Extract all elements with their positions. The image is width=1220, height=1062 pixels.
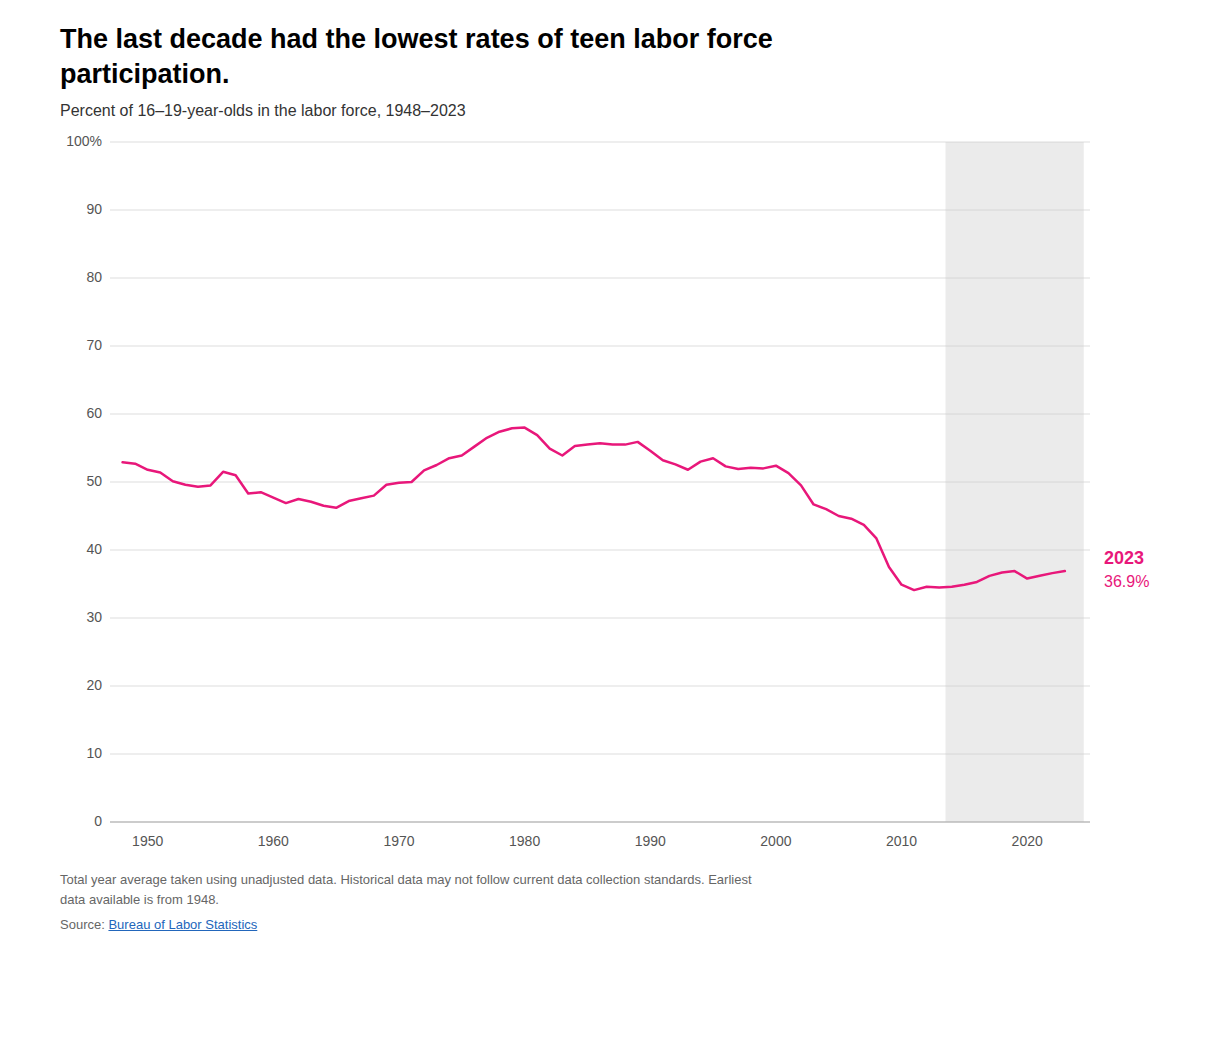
x-tick-label: 1980	[509, 833, 540, 849]
y-grid: 0 10 20 30 40 50 60 70 80 90 100%	[66, 133, 1090, 829]
grid-line	[946, 414, 1084, 415]
y-tick-label: 100%	[66, 133, 102, 149]
chart: 0102030405060708090100%19501960197019801…	[60, 126, 1180, 866]
x-tick-label: 2000	[760, 833, 791, 849]
data-line	[123, 428, 1065, 591]
grid-line	[110, 482, 1090, 483]
x-tick-label: 1970	[383, 833, 414, 849]
grid-line	[946, 346, 1084, 347]
grid-line	[946, 142, 1084, 143]
y-tick-label: 50	[86, 473, 102, 489]
source-link: Bureau of Labor Statistics	[108, 917, 257, 932]
grid-line	[110, 618, 1090, 619]
x-tick-label: 2020	[1012, 833, 1043, 849]
subtitle: Percent of 16–19-year-olds in the labor …	[60, 102, 1180, 120]
title: The last decade had the lowest rates of …	[60, 22, 920, 92]
grid-line	[110, 754, 1090, 755]
grid-line	[946, 754, 1084, 755]
y-tick-label: 80	[86, 269, 102, 285]
source-line: Source: Bureau of Labor Statistics	[60, 917, 1180, 932]
annotations: 2023 36.9%	[1104, 548, 1149, 590]
grid-line	[946, 482, 1084, 483]
x-axis: 1950 1960 1970 1980 1990 2000 2010 2020	[132, 833, 1043, 849]
grid-line	[110, 278, 1090, 279]
y-tick-label: 60	[86, 405, 102, 421]
y-tick-label: 40	[86, 541, 102, 557]
grid-line	[946, 686, 1084, 687]
x-axis-line	[110, 822, 1090, 823]
x-tick-label: 1990	[635, 833, 666, 849]
x-tick-label: 2010	[886, 833, 917, 849]
grid-line	[110, 822, 1090, 823]
y-tick-label: 70	[86, 337, 102, 353]
grid-line	[946, 550, 1084, 551]
y-tick-label: 20	[86, 677, 102, 693]
note: Total year average taken using unadjuste…	[60, 870, 1140, 909]
grid-line	[110, 550, 1090, 551]
y-tick-label: 90	[86, 201, 102, 217]
y-tick-label: 0	[94, 813, 102, 829]
y-tick-label: 30	[86, 609, 102, 625]
grid-line	[946, 210, 1084, 211]
x-tick-label: 1950	[132, 833, 163, 849]
x-tick-label: 1960	[258, 833, 289, 849]
grid-line	[110, 414, 1090, 415]
grid-line	[946, 278, 1084, 279]
annotation: 2023	[1104, 548, 1144, 568]
grid-line	[946, 618, 1084, 619]
highlight-band	[946, 142, 1084, 822]
grid-line	[110, 686, 1090, 687]
y-tick-label: 10	[86, 745, 102, 761]
plot-area	[123, 142, 1084, 822]
grid-line	[110, 142, 1090, 143]
grid-line	[110, 210, 1090, 211]
source-text: Source:	[60, 917, 105, 932]
annotation: 36.9%	[1104, 573, 1149, 590]
grid-line	[110, 346, 1090, 347]
